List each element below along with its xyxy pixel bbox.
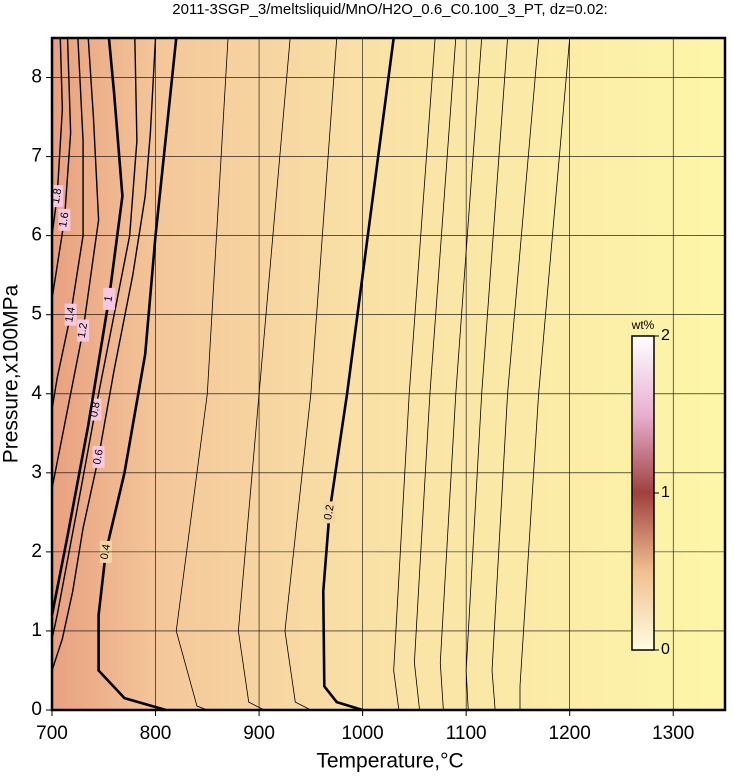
chart-title: 2011-3SGP_3/meltsliquid/MnO/H2O_0.6_C0.1…	[172, 1, 607, 18]
contour-label: 0.6	[91, 448, 105, 465]
y-tick-label: 0	[31, 699, 42, 720]
plot-background	[52, 38, 725, 710]
contour-label-bg	[102, 287, 115, 310]
x-tick-label: 700	[36, 723, 68, 744]
minor-contour	[465, 37, 508, 711]
contour-label: 1.6	[57, 211, 71, 228]
minor-contour	[439, 37, 483, 711]
contour-label: 1	[102, 295, 115, 303]
contour-line	[51, 37, 84, 410]
y-tick-label: 6	[31, 225, 42, 246]
contour-label-bg	[58, 208, 71, 231]
y-axis-label: Pressure,x100MPa	[0, 284, 23, 463]
x-tick-label: 1200	[549, 723, 591, 744]
contour-label-bg	[92, 446, 105, 469]
contour-line	[51, 37, 157, 671]
contour-line	[51, 37, 100, 489]
contour-label: 1.2	[76, 322, 90, 339]
y-tick-label: 3	[31, 462, 42, 483]
x-tick-label: 1300	[652, 723, 694, 744]
y-tick-label: 1	[31, 620, 42, 641]
x-tick-label: 1000	[341, 723, 383, 744]
contour-label-bg	[323, 501, 336, 524]
contour-line	[97, 37, 178, 712]
y-tick-label: 5	[31, 304, 42, 325]
colorbar-tick-label: 2	[661, 327, 670, 344]
contour-label-bg	[51, 185, 64, 208]
x-tick-label: 900	[243, 723, 275, 744]
x-tick-label: 1100	[446, 723, 487, 744]
y-tick-label: 4	[31, 383, 42, 404]
contour-line	[51, 37, 64, 236]
contour-label-bg	[77, 319, 90, 342]
minor-contour	[491, 37, 540, 711]
contour-label: 0.2	[322, 504, 336, 521]
colorbar-label: wt%	[631, 318, 655, 332]
colorbar	[631, 335, 655, 651]
minor-contour	[413, 37, 457, 711]
colorbar-tick-label: 1	[661, 484, 670, 501]
minor-contour	[393, 37, 436, 711]
plot-frame	[50, 36, 727, 712]
y-tick-label: 8	[31, 67, 42, 88]
x-axis-label: Temperature,°C	[316, 750, 463, 773]
colorbar-tick-label: 0	[661, 641, 670, 658]
x-tick-label: 800	[140, 723, 172, 744]
y-tick-label: 2	[31, 541, 42, 562]
minor-contour	[519, 37, 571, 710]
contour-label: 1.8	[50, 188, 64, 205]
y-tick-label: 7	[31, 146, 42, 167]
contour-line	[51, 37, 72, 300]
